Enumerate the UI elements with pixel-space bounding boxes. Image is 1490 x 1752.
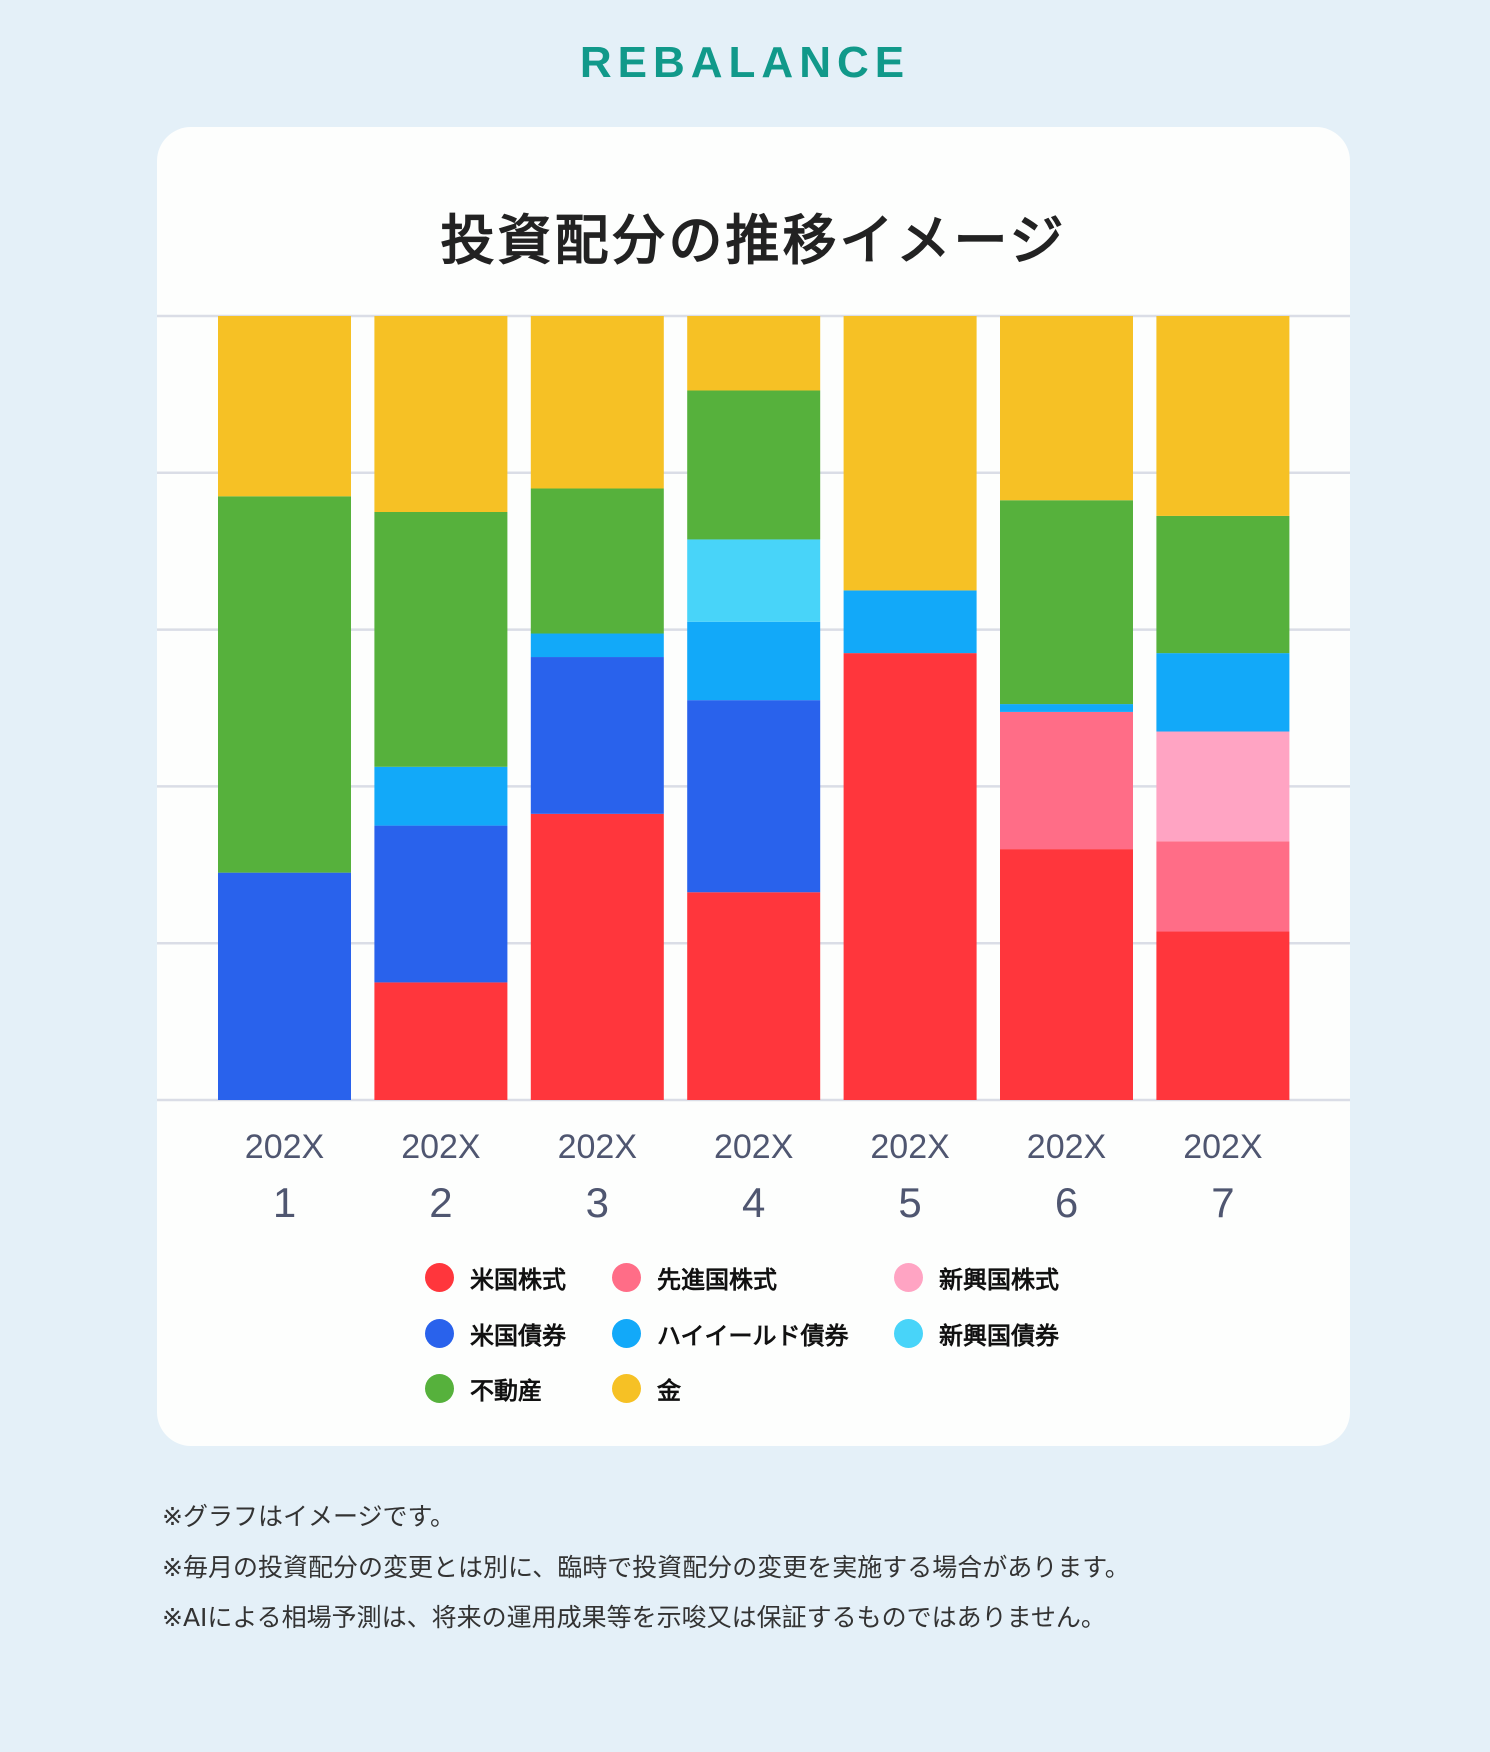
x-tick-label: 1	[273, 1179, 296, 1226]
bar-segment	[687, 700, 821, 893]
bar-segment	[1156, 653, 1290, 732]
legend-item: 米国株式	[425, 1260, 566, 1294]
x-tick-label: 7	[1211, 1179, 1234, 1226]
legend-label: 先進国株式	[657, 1265, 777, 1294]
footnotes: ※グラフはイメージです。 ※毎月の投資配分の変更とは別に、臨時で投資配分の変更を…	[162, 1492, 1130, 1644]
x-tick-label: 202X	[401, 1128, 480, 1166]
bar-segment	[1000, 500, 1133, 705]
bar-segment	[374, 766, 508, 826]
footnote: ※AIによる相場予測は、将来の運用成果等を示唆又は保証するものではありません。	[162, 1603, 1106, 1632]
x-tick-label: 3	[586, 1179, 609, 1226]
bar-segment	[374, 825, 508, 983]
legend-label: 不動産	[470, 1376, 542, 1405]
legend-label: 米国債券	[470, 1321, 566, 1350]
bar-segment	[843, 590, 977, 654]
bar-segment	[530, 316, 664, 489]
legend-dot-icon	[894, 1262, 923, 1292]
bar-segment	[374, 316, 508, 512]
bar-segment	[687, 539, 821, 622]
bar-segment	[1000, 849, 1133, 1100]
legend-dot-icon	[425, 1262, 454, 1292]
legend-item: 金	[612, 1371, 681, 1405]
bar-segment	[374, 982, 508, 1100]
x-tick-label: 202X	[1027, 1128, 1106, 1166]
bar-segment	[1156, 841, 1290, 932]
bar-segment	[843, 316, 977, 591]
brand-logo: REBALANCE	[579, 38, 911, 87]
legend-dot-icon	[425, 1318, 454, 1348]
legend-item: ハイイールド債券	[612, 1316, 849, 1350]
x-tick-label: 202X	[870, 1128, 949, 1166]
bar-segment	[843, 653, 977, 1100]
legend-label: 新興国債券	[939, 1321, 1059, 1350]
legend-dot-icon	[894, 1318, 923, 1348]
legend-item: 米国債券	[425, 1316, 566, 1350]
bar-segment	[1000, 704, 1133, 712]
legend-label: ハイイールド債券	[657, 1321, 849, 1350]
bar-segment	[218, 316, 351, 497]
bar-segment	[218, 872, 351, 1100]
bar-segment	[687, 316, 821, 391]
x-tick-label: 202X	[714, 1128, 793, 1166]
bar-segment	[1000, 316, 1133, 501]
bar-segment	[530, 657, 664, 814]
bar-segment	[1156, 515, 1290, 654]
bar-segment	[530, 633, 664, 658]
bar-segment	[1000, 711, 1133, 850]
bar-segment	[687, 892, 821, 1100]
legend-dot-icon	[612, 1373, 641, 1403]
x-tick-label: 6	[1055, 1179, 1078, 1226]
bar-segment	[530, 488, 664, 634]
legend-dot-icon	[612, 1318, 641, 1348]
legend-label: 金	[657, 1376, 681, 1405]
legend-label: 米国株式	[470, 1265, 566, 1294]
bar-segment	[218, 496, 351, 873]
bar-segment	[530, 813, 664, 1100]
legend-item: 先進国株式	[612, 1260, 777, 1294]
legend-label: 新興国株式	[939, 1265, 1059, 1294]
bar-segment	[687, 390, 821, 540]
x-tick-label: 2	[429, 1179, 452, 1226]
legend-item: 不動産	[425, 1371, 542, 1405]
bar-segment	[1156, 931, 1290, 1100]
bar-segment	[374, 512, 508, 767]
footnote: ※グラフはイメージです。	[162, 1502, 455, 1531]
x-tick-label: 202X	[1183, 1128, 1262, 1166]
bar-segment	[687, 621, 821, 701]
x-tick-label: 202X	[245, 1128, 324, 1166]
stacked-bar-chart: 202X 1 202X 2 202X 3 202X 4 202X 5 202X 6 202X 7	[157, 314, 1350, 1226]
legend-dot-icon	[425, 1373, 454, 1403]
bar-segment	[1156, 316, 1290, 516]
legend-dot-icon	[612, 1262, 641, 1292]
chart-title: 投資配分の推移イメージ	[440, 209, 1067, 272]
legend-item: 新興国株式	[894, 1260, 1059, 1294]
footnote: ※毎月の投資配分の変更とは別に、臨時で投資配分の変更を実施する場合があります。	[162, 1552, 1130, 1582]
legend-item: 新興国債券	[894, 1316, 1059, 1350]
x-tick-label: 4	[742, 1179, 765, 1226]
x-tick-label: 5	[898, 1179, 921, 1226]
bar-segment	[1156, 731, 1290, 842]
x-tick-label: 202X	[558, 1128, 637, 1166]
